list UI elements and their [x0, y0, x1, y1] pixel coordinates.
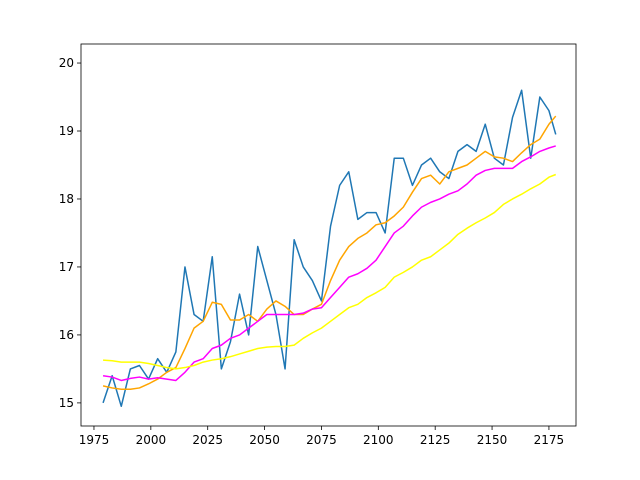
y-tick-label: 15	[59, 396, 74, 410]
plot-frame	[80, 43, 577, 427]
x-tick-label: 2000	[136, 433, 167, 447]
series-line	[103, 173, 557, 370]
y-tick-label: 20	[59, 56, 74, 70]
y-tick-label: 18	[59, 192, 74, 206]
x-tick-label: 2150	[477, 433, 508, 447]
y-tick-label: 19	[59, 124, 74, 138]
x-tick-label: 2175	[534, 433, 565, 447]
x-tick-label: 2125	[420, 433, 451, 447]
y-tick-label: 17	[59, 260, 74, 274]
x-tick-label: 2075	[306, 433, 337, 447]
x-tick-label: 2100	[363, 433, 394, 447]
y-tick-label: 16	[59, 328, 74, 342]
series-line	[102, 145, 556, 382]
x-tick-label: 1975	[79, 433, 110, 447]
x-tick-label: 2025	[192, 433, 223, 447]
x-tick-label: 2050	[249, 433, 280, 447]
series-line	[102, 89, 557, 408]
series-line	[102, 115, 557, 391]
